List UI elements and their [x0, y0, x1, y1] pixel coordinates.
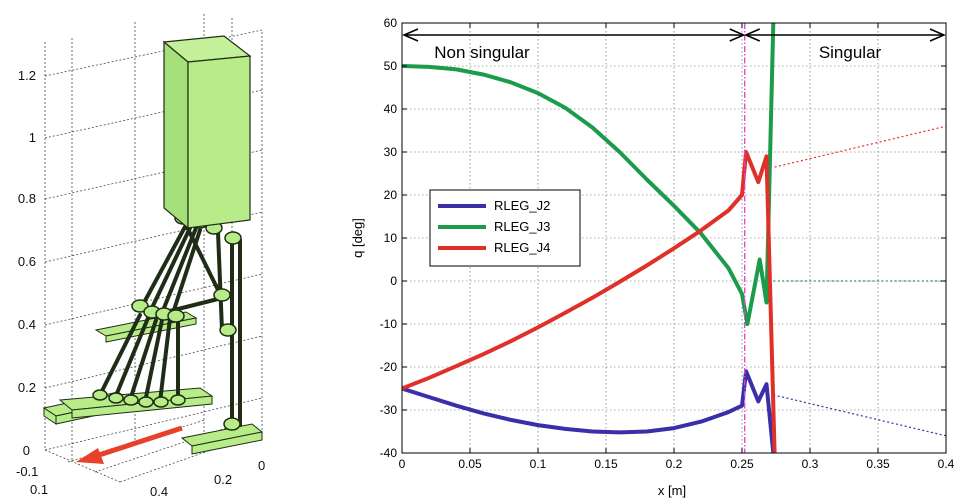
legend-label: RLEG_J3 — [494, 219, 550, 234]
z-tick-label: 0.2 — [18, 380, 36, 395]
robot-z-axis: 1.2 1 0.8 0.6 0.4 0.2 0 — [18, 68, 36, 458]
x-tick-label: -0.1 — [16, 464, 38, 479]
legend-box — [429, 189, 581, 267]
legend-label: RLEG_J4 — [494, 240, 550, 255]
x-tick-label: 0.35 — [866, 457, 890, 471]
singular-label: Singular — [819, 43, 882, 62]
extrapolation-line-rleg_j4 — [774, 125, 946, 168]
z-tick-label: 1 — [29, 130, 36, 145]
foot-plate-stance-front — [191, 431, 263, 455]
z-tick-label: 0 — [23, 443, 30, 458]
x-tick-label: 0.25 — [730, 457, 754, 471]
y-tick-label: 0 — [390, 274, 397, 288]
z-tick-label: 0.4 — [18, 317, 36, 332]
chart-axes: 0 0.05 0.1 0.15 0.2 0.25 0.3 0.35 0.4 -40 -30 -20 -1… — [380, 16, 955, 471]
chart-legend: RLEG_J2 RLEG_J3 RLEG_J4 — [429, 189, 581, 267]
y-tick-label: 0.2 — [214, 472, 232, 487]
series-line-rleg_j2 — [402, 369, 776, 453]
extrapolation-line-rleg_j2 — [773, 394, 946, 437]
x-tick-label: 0.2 — [666, 457, 683, 471]
y-tick-label: -40 — [380, 446, 398, 460]
series-line-rleg_j3 — [402, 23, 776, 326]
series-line-rleg_j4 — [402, 150, 777, 453]
legend-label: RLEG_J2 — [494, 198, 550, 213]
x-tick-label: 0.1 — [30, 482, 48, 497]
non-singular-arrow-head-left — [402, 28, 419, 42]
series-lines — [402, 23, 777, 453]
x-axis-label: x [m] — [658, 483, 686, 498]
y-tick-label: 10 — [384, 231, 398, 245]
y-tick-label: 40 — [384, 102, 398, 116]
y-tick-label: -30 — [380, 403, 398, 417]
y-tick-label: -10 — [380, 317, 398, 331]
x-tick-label: 0.3 — [802, 457, 819, 471]
x-tick-label: 0 — [399, 457, 406, 471]
y-tick-label: -20 — [380, 360, 398, 374]
x-tick-label: 0.4 — [150, 484, 168, 499]
x-tick-label: 0.4 — [938, 457, 955, 471]
y-tick-label: 20 — [384, 188, 398, 202]
non-singular-arrow-head-right — [729, 28, 746, 42]
robot-xy-axis: -0.1 0.1 0.4 0.2 0 — [16, 458, 265, 499]
y-tick-label: 60 — [384, 16, 398, 30]
walking-direction-arrow — [76, 425, 183, 464]
y-tick-label: 30 — [384, 145, 398, 159]
x-tick-label: 0.15 — [594, 457, 618, 471]
y-tick-label: 0 — [258, 458, 265, 473]
z-tick-label: 1.2 — [18, 68, 36, 83]
region-annotations — [402, 23, 946, 453]
x-tick-label: 0.05 — [458, 457, 482, 471]
y-tick-label: 50 — [384, 59, 398, 73]
singular-arrow-head-left — [743, 28, 761, 42]
y-axis-label: q [deg] — [350, 218, 365, 258]
singular-arrow-head-right — [929, 28, 946, 42]
non-singular-label: Non singular — [434, 43, 530, 62]
torso-front — [187, 55, 251, 229]
extrapolation-lines — [773, 125, 946, 437]
x-tick-label: 0.1 — [530, 457, 547, 471]
z-tick-label: 0.8 — [18, 191, 36, 206]
z-tick-label: 0.6 — [18, 254, 36, 269]
robot-torso — [162, 35, 252, 230]
